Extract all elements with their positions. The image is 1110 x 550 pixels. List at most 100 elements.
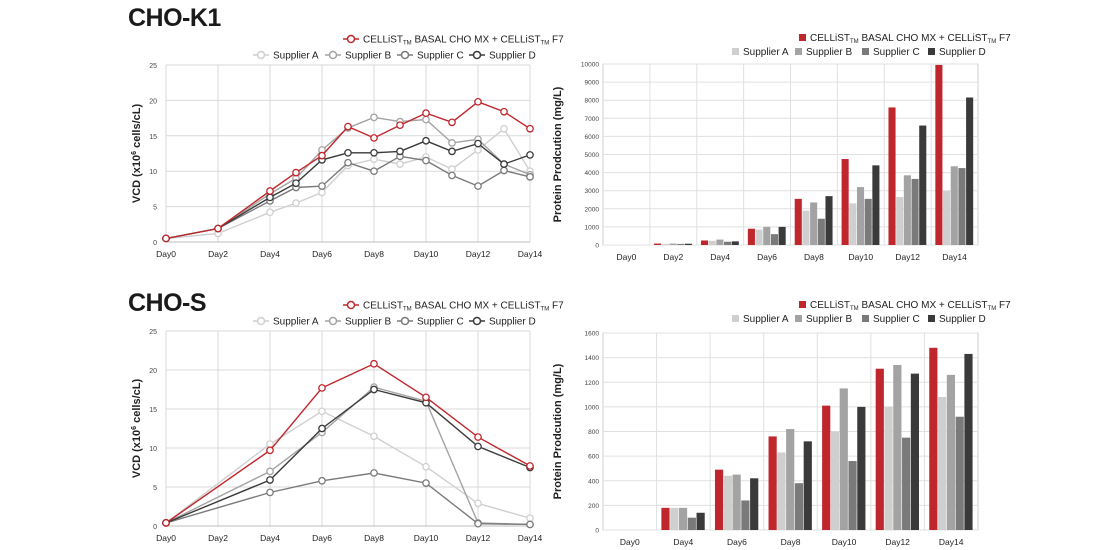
cho-k1-line-x-tick-day4: Day4 — [260, 249, 280, 259]
cho-s-line-x-tick-day4: Day4 — [260, 533, 280, 543]
cho-k1-bar-bar-supplierC-day6 — [770, 234, 778, 245]
cho-k1-bar-x-tick-day4: Day4 — [710, 252, 730, 262]
cho-k1-bar-y-tick-6000: 6000 — [585, 134, 600, 141]
cho-k1-bar-y-axis-label: Protein Prodcution (mg/L) — [552, 86, 564, 222]
cho-k1-bar-bar-supplierC-day12 — [911, 178, 919, 245]
cho-k1-bar-bar-supplierA-day10 — [849, 203, 857, 245]
cho-k1-line-legend-marker-supplier-c — [400, 50, 410, 60]
cho-s-line-point-supplierA-5 — [474, 499, 482, 508]
cho-k1-bar-y-tick-2000: 2000 — [585, 206, 600, 213]
cho-s-bar-bar-supplierC-day14 — [955, 416, 964, 530]
cho-k1-line-point-cellist-10 — [474, 97, 482, 106]
cho-k1-line-point-supplierD-5 — [344, 148, 352, 157]
cho-s-line-point-cellist-6 — [526, 462, 534, 470]
cho-k1-line-point-supplierC-6 — [370, 167, 378, 176]
cho-s-bar-bar-supplierC-day6 — [741, 500, 750, 530]
cho-k1-bar-legend-label-cellist: CELLiSTTM BASAL CHO MX + CELLiSTTM F7 — [810, 33, 1011, 45]
cho-k1-line-point-supplierC-11 — [500, 166, 508, 175]
cho-k1-bar-bar-supplierA-day2 — [661, 243, 669, 245]
cho-k1-line-point-cellist-7 — [396, 121, 404, 130]
cho-s-bar-bar-supplierD-day4 — [696, 512, 705, 530]
cho-k1-bar-y-tick-1000: 1000 — [585, 224, 600, 231]
cho-s-line-legend-label-supplier-d: Supplier D — [489, 317, 536, 328]
cho-s-bar-bar-supplierD-day6 — [750, 478, 759, 530]
cho-s-bar-bar-supplierA-day14 — [938, 397, 947, 530]
cho-k1-bar-bar-supplierB-day2 — [669, 243, 677, 245]
cho-k1-line-point-cellist-6 — [370, 134, 378, 142]
cho-s-line-point-supplierD-5 — [474, 442, 482, 451]
cho-k1-bar-x-tick-day0: Day0 — [617, 252, 637, 262]
cho-s-bar-legend-swatch-supplier-b — [795, 315, 802, 322]
cho-k1-line-point-cellist-2 — [266, 187, 274, 195]
cho-s-bar-bar-supplierC-day4 — [687, 517, 696, 530]
cho-s-line-y-tick-5: 5 — [153, 485, 157, 492]
cho-k1-bar-legend-label-supplier-b: Supplier B — [806, 47, 852, 58]
cho-s-line-point-cellist-2 — [318, 384, 326, 392]
cho-s-bar-y-tick-1200: 1200 — [585, 380, 600, 387]
cho-k1-bar-bar-cellist-day10 — [841, 159, 849, 245]
cho-s-bar-bar-cellist-day12 — [875, 368, 884, 530]
cho-s-bar-bar-cellist-day6 — [714, 469, 724, 530]
cho-k1-line-legend-marker-supplier-d — [472, 50, 482, 60]
cho-k1-line-point-supplierC-9 — [448, 171, 456, 180]
cho-s-bar-bar-supplierB-day6 — [732, 474, 741, 530]
cho-k1-line-point-supplierA-6 — [370, 155, 378, 164]
cho-s-line-point-supplierC-3 — [370, 469, 378, 477]
cho-k1-line-series-line-cellist — [165, 101, 531, 240]
cho-k1-bar-x-tick-day2: Day2 — [663, 252, 683, 262]
cho-k1-bar-bar-supplierA-day8 — [802, 210, 810, 245]
cho-s-bar-y-tick-200: 200 — [588, 503, 599, 510]
cho-k1-line-point-supplierD-2 — [266, 193, 274, 202]
cho-s-bar-bar-supplierD-day12 — [910, 373, 920, 530]
cho-s-line-legend: CELLiSTTM BASAL CHO MX + CELLiSTTM F7 Sup… — [253, 301, 564, 328]
cho-s-bar-bar-supplierA-day10 — [830, 431, 840, 530]
cho-k1-bar-bar-supplierB-day12 — [903, 175, 911, 245]
cho-k1-bar-bar-cellist-day2 — [654, 243, 662, 245]
cho-k1-line-x-tick-day12: Day12 — [466, 249, 491, 259]
cho-s-bar-bar-supplierB-day4 — [678, 507, 688, 530]
cho-k1-bar-legend-swatch-supplier-a — [732, 48, 739, 55]
cho-s-bar-legend-label-supplier-c: Supplier C — [873, 314, 920, 325]
section-title-cho-s: CHO-S — [128, 289, 207, 317]
cho-k1-bar-y-tick-10000: 10000 — [581, 62, 599, 69]
cho-k1-line-point-supplierA-3 — [292, 199, 300, 207]
cho-k1-bar-bar-supplierC-day2 — [677, 243, 685, 245]
cho-k1-line-x-tick-day10: Day10 — [414, 249, 439, 259]
cho-k1-line-point-cellist-8 — [422, 109, 430, 117]
cho-k1-line-legend-label-cellist: CELLiSTTM BASAL CHO MX + CELLiSTTM F7 — [363, 35, 564, 47]
cho-s-bar-bar-supplierA-day4 — [670, 507, 679, 530]
cho-s-line-y-axis-label: VCD (x106 cells/cL) — [131, 379, 143, 479]
cho-s-bar-legend-swatch-cellist — [799, 301, 806, 308]
section-title-cho-k1: CHO-K1 — [128, 4, 221, 32]
cho-k1-line-y-axis-label: VCD (x106 cells/cL) — [131, 104, 143, 204]
cho-k1-line-x-tick-day2: Day2 — [208, 249, 228, 259]
cho-k1-bar-bar-supplierC-day4 — [724, 241, 732, 245]
cho-s-line-y-tick-20: 20 — [149, 368, 157, 375]
cho-s-line-legend-label-supplier-a: Supplier A — [273, 317, 319, 328]
cho-s-bar-x-tick-day8: Day8 — [781, 537, 801, 547]
cho-k1-line-y-tick-15: 15 — [149, 134, 157, 141]
cho-s-bar-bar-supplierA-day12 — [884, 406, 893, 530]
cho-k1-line-y-tick-25: 25 — [149, 63, 157, 70]
cho-k1-bar-bar-supplierD-day14 — [966, 97, 974, 245]
cho-s-line-point-supplierA-6 — [526, 514, 534, 523]
cho-k1-line-point-supplierC-4 — [318, 182, 326, 190]
cho-k1-line-point-supplierA-7 — [396, 160, 404, 168]
cho-k1-bar-y-tick-3000: 3000 — [585, 188, 600, 195]
cho-k1-bar-legend-swatch-cellist — [799, 34, 806, 41]
cho-k1-bar-legend-swatch-supplier-d — [928, 48, 935, 55]
cho-k1-line-point-supplierC-12 — [526, 173, 534, 181]
cho-s-bar-legend: CELLiSTTM BASAL CHO MX + CELLiSTTM F7 Sup… — [732, 300, 1011, 325]
cho-s-bar-x-tick-day12: Day12 — [885, 537, 910, 547]
cho-s-line-legend-marker-supplier-c — [400, 316, 410, 326]
cho-s-line-point-cellist-3 — [370, 359, 378, 368]
cho-k1-line-x-tick-day6: Day6 — [312, 249, 332, 259]
cho-k1-line-point-supplierD-9 — [448, 147, 456, 156]
cho-s-bar-y-tick-1400: 1400 — [585, 355, 600, 362]
cho-s-line-point-cellist-1 — [266, 446, 274, 455]
cho-s-bar-bar-supplierB-day8 — [786, 429, 795, 530]
cho-s-bar-y-tick-400: 400 — [588, 478, 599, 485]
cho-s-line-point-supplierD-2 — [318, 424, 326, 433]
cho-s-line-y-tick-10: 10 — [149, 446, 157, 453]
cho-k1-line-point-supplierD-6 — [370, 148, 378, 157]
